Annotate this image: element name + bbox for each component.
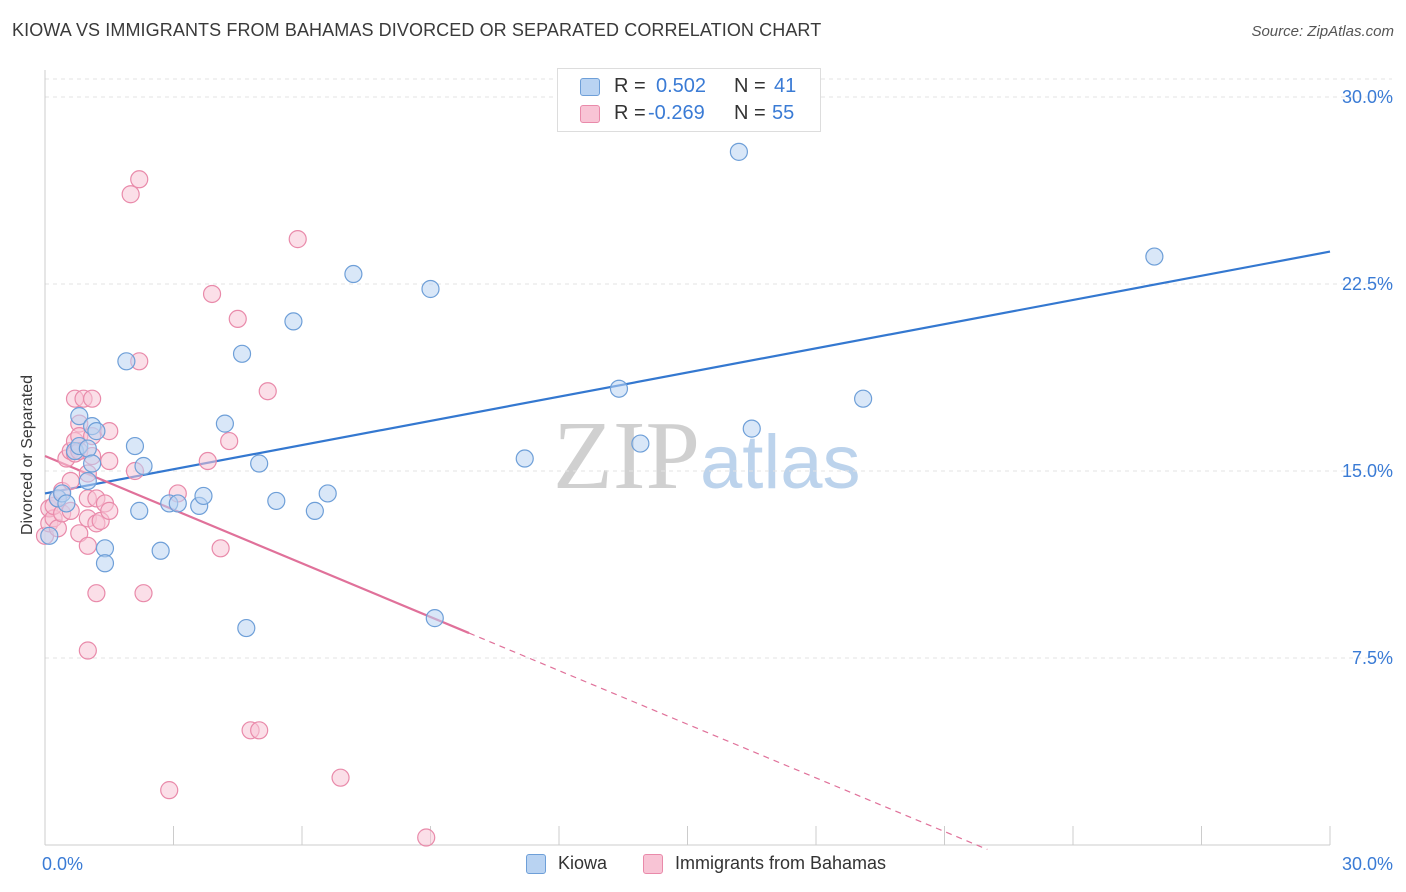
bahamas-n-value: 55	[772, 102, 795, 124]
kiowa-point	[78, 471, 97, 491]
zipatlas-watermark: ZIPatlas	[553, 400, 861, 512]
x-tick-label: 0.0%	[42, 854, 83, 874]
r-label: R =	[614, 75, 646, 97]
trend-lines	[44, 250, 1331, 850]
kiowa-point	[631, 434, 650, 453]
kiowa-point	[250, 454, 269, 473]
source-credit: Source: ZipAtlas.com	[1251, 23, 1394, 40]
bahamas-legend-label: Immigrants from Bahamas	[675, 853, 887, 873]
legend-row-bahamas: R = -0.269 N = 55	[558, 100, 820, 128]
kiowa-legend-label: Kiowa	[558, 853, 608, 873]
bahamas-trend-extension	[468, 632, 988, 850]
bahamas-point	[331, 768, 350, 787]
kiowa-point	[742, 419, 761, 438]
bahamas-point	[228, 309, 247, 329]
kiowa-point	[95, 554, 115, 573]
stats-legend: R = 0.502 N = 41 R = -0.269 N = 55	[557, 68, 821, 132]
kiowa-trend-line	[44, 250, 1331, 495]
bahamas-legend-swatch	[643, 854, 663, 874]
bahamas-point	[130, 170, 149, 189]
kiowa-point	[284, 312, 303, 331]
bahamas-point	[288, 230, 307, 249]
kiowa-r-value: 0.502	[656, 75, 707, 97]
bahamas-trend-line	[44, 455, 470, 635]
r-label: R =	[614, 102, 646, 124]
kiowa-point	[421, 279, 440, 299]
tick-labels: 7.5% 15.0% 22.5% 30.0% 0.0% 30.0%	[42, 87, 1393, 874]
bahamas-swatch	[580, 105, 600, 123]
kiowa-point	[232, 344, 252, 363]
bahamas-point	[134, 584, 153, 603]
data-points	[35, 142, 1164, 847]
bahamas-point	[87, 584, 106, 603]
watermark-zip: ZIP	[553, 402, 700, 510]
kiowa-point	[267, 491, 286, 511]
y-tick-label: 7.5%	[1352, 648, 1393, 668]
kiowa-point	[305, 501, 324, 520]
bahamas-point	[83, 389, 102, 408]
x-tick-label: 30.0%	[1342, 854, 1393, 874]
bahamas-point	[70, 524, 89, 543]
bahamas-point	[250, 721, 269, 740]
legend-row-kiowa: R = 0.502 N = 41	[558, 73, 820, 101]
kiowa-swatch	[580, 78, 600, 96]
kiowa-point	[130, 501, 149, 520]
bahamas-point	[100, 501, 119, 520]
n-label: N =	[734, 75, 766, 97]
bahamas-point	[220, 431, 239, 451]
bahamas-point	[160, 781, 179, 800]
kiowa-point	[1145, 247, 1164, 266]
kiowa-point	[57, 494, 76, 513]
bahamas-point	[417, 828, 436, 847]
bahamas-point	[258, 382, 277, 401]
kiowa-point	[215, 414, 234, 433]
kiowa-point	[609, 379, 629, 398]
kiowa-point	[83, 454, 102, 473]
kiowa-point	[168, 494, 187, 513]
bahamas-point	[78, 536, 97, 555]
kiowa-point	[78, 439, 97, 458]
kiowa-point	[40, 526, 59, 545]
kiowa-point	[425, 609, 444, 628]
kiowa-point	[729, 142, 749, 161]
kiowa-point	[194, 486, 213, 506]
kiowa-point	[237, 618, 256, 638]
kiowa-point	[318, 484, 337, 503]
y-tick-label: 22.5%	[1342, 274, 1393, 294]
bahamas-point	[78, 641, 97, 660]
kiowa-point	[344, 264, 363, 284]
grid-lines	[45, 78, 1392, 659]
kiowa-point	[70, 407, 89, 426]
bahamas-point	[198, 451, 217, 471]
kiowa-point	[151, 541, 170, 560]
kiowa-point	[134, 456, 153, 476]
bahamas-point	[202, 284, 222, 304]
kiowa-n-value: 41	[774, 75, 797, 97]
kiowa-point	[515, 449, 534, 468]
watermark-atlas: atlas	[700, 420, 861, 505]
kiowa-point	[854, 389, 873, 408]
kiowa-legend-swatch	[526, 854, 546, 874]
bahamas-point	[100, 451, 119, 471]
y-tick-label: 15.0%	[1342, 461, 1393, 481]
kiowa-point	[117, 352, 136, 371]
bahamas-point	[121, 185, 140, 204]
axes	[44, 70, 1331, 846]
bahamas-point	[211, 539, 230, 558]
y-tick-label: 30.0%	[1342, 87, 1393, 107]
kiowa-point	[125, 436, 145, 456]
bahamas-r-value: -0.269	[648, 102, 705, 124]
chart-title: KIOWA VS IMMIGRANTS FROM BAHAMAS DIVORCE…	[12, 20, 822, 40]
kiowa-point	[87, 422, 106, 441]
n-label: N =	[734, 102, 766, 124]
